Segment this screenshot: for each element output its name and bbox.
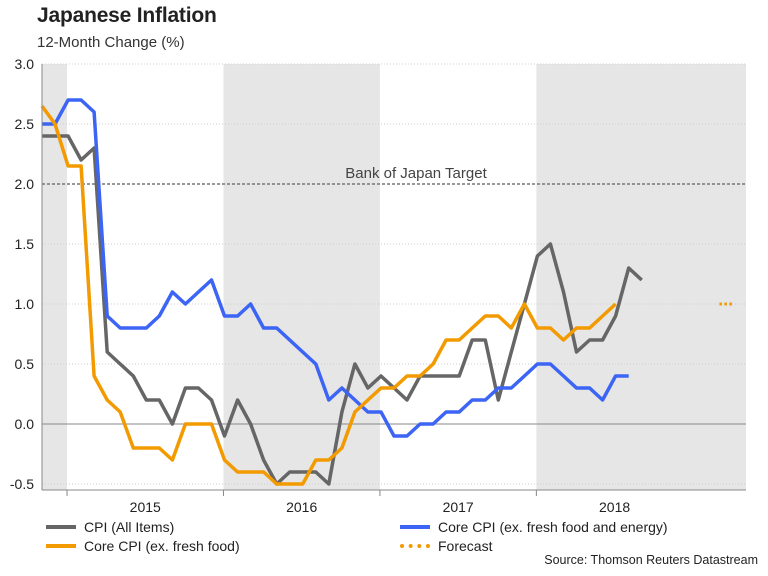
reference-line-label: Bank of Japan Target [345,165,487,182]
source-note: Source: Thomson Reuters Datastream [544,553,758,567]
x-tick-label: 2017 [443,499,474,515]
y-tick-label: 0.5 [15,356,35,372]
y-tick-label: 2.5 [15,116,35,132]
chart-subtitle: 12-Month Change (%) [37,34,185,51]
reference-line-group: Bank of Japan Target [42,165,746,185]
y-tick-label: 3.0 [15,56,35,72]
y-tick-label: 0.0 [15,416,35,432]
shaded-period [223,64,380,490]
axes: 3.0 2.5 2.0 1.5 1.0 0.5 0.0 -0.5 2015 2016 2017 201… [10,56,746,515]
series-line-core-cpi-ex-fresh-food [40,104,617,486]
y-tick-label: 2.0 [15,176,35,192]
series-line-core-cpi-ex-fresh-food-and-energy [42,98,629,438]
series-lines [40,98,732,486]
x-tick-label: 2018 [599,499,630,515]
shaded-period [536,64,746,490]
y-tick-label: -0.5 [10,476,34,492]
y-tick-label: 1.0 [15,296,35,312]
chart-title: Japanese Inflation [37,4,217,27]
x-tick-label: 2016 [286,499,317,515]
y-tick-label: 1.5 [15,236,35,252]
gridlines [42,63,746,485]
x-tick-label: 2015 [130,499,161,515]
series-line-cpi-all-items [42,134,643,486]
shaded-periods [42,64,746,490]
